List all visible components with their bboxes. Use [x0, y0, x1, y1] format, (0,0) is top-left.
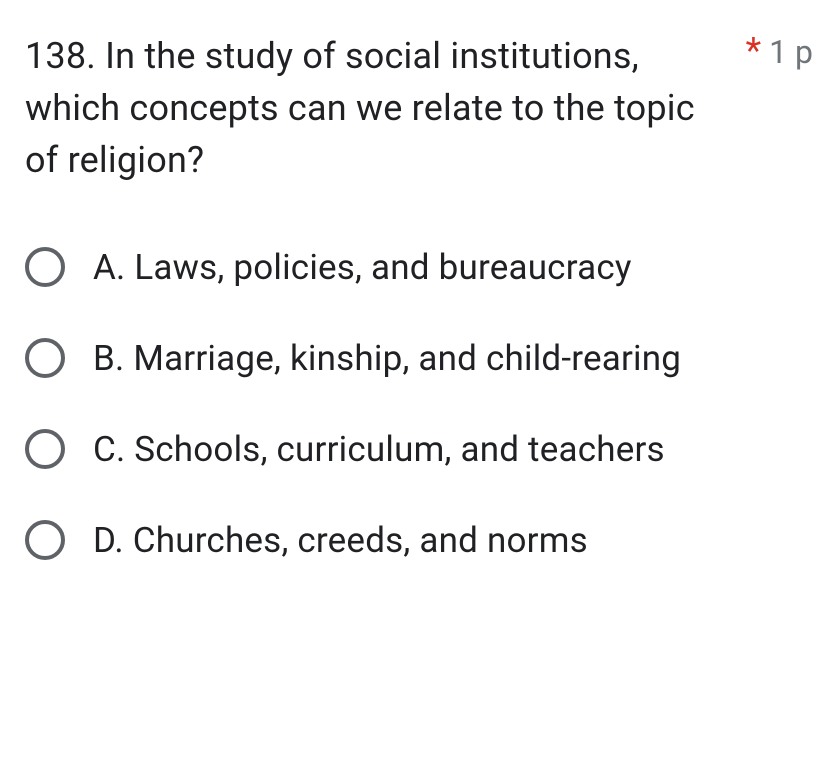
option-label: A. Laws, policies, and bureaucracy: [93, 247, 632, 288]
option-d[interactable]: D. Churches, creeds, and norms: [25, 520, 813, 561]
option-a[interactable]: A. Laws, policies, and bureaucracy: [25, 247, 813, 288]
radio-icon: [25, 429, 65, 469]
question-text: 138. In the study of social institutions…: [25, 30, 746, 187]
radio-icon: [25, 247, 65, 287]
option-label: C. Schools, curriculum, and teachers: [93, 429, 665, 470]
radio-icon: [25, 520, 65, 560]
required-asterisk: *: [746, 30, 762, 72]
option-c[interactable]: C. Schools, curriculum, and teachers: [25, 429, 813, 470]
option-label: B. Marriage, kinship, and child-rearing: [93, 338, 681, 379]
option-b[interactable]: B. Marriage, kinship, and child-rearing: [25, 338, 813, 379]
option-label: D. Churches, creeds, and norms: [93, 520, 588, 561]
radio-icon: [25, 338, 65, 378]
question-meta: * 1 p: [746, 30, 813, 72]
options-group: A. Laws, policies, and bureaucracy B. Ma…: [25, 247, 813, 561]
question-header: 138. In the study of social institutions…: [25, 30, 813, 187]
points-label: 1 p: [769, 33, 813, 71]
